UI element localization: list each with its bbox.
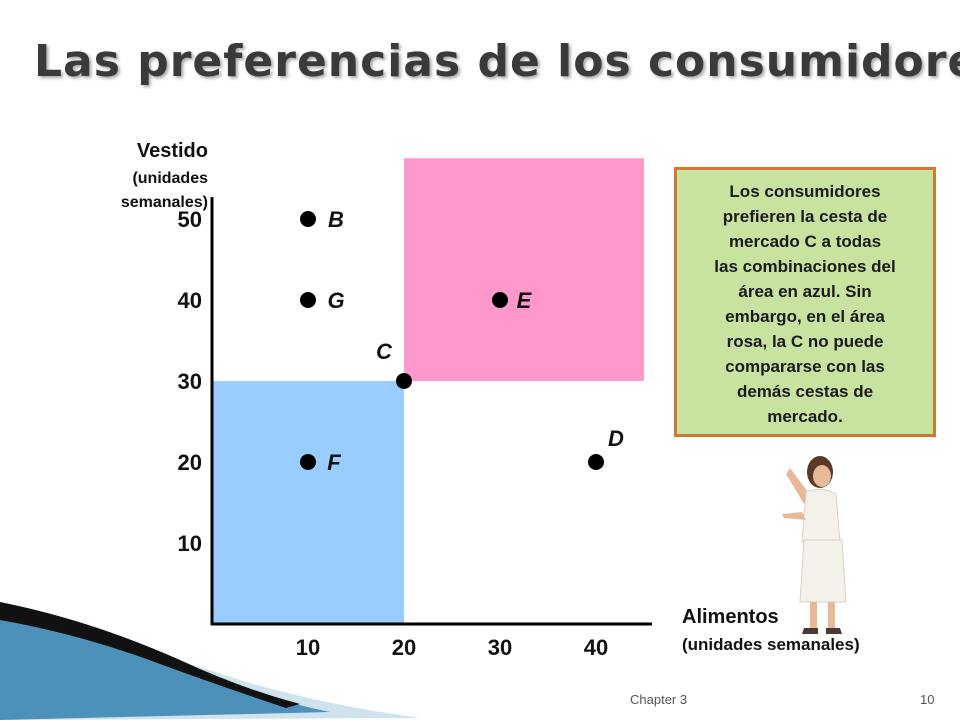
x-tick-label: 10 — [296, 635, 320, 660]
callout-line: mercado. — [767, 407, 843, 426]
y-axis-title: Vestido (unidades semanales) — [68, 140, 208, 215]
x-tick-label: 20 — [392, 635, 416, 660]
region-pink — [404, 158, 644, 381]
callout-line: prefieren la cesta de — [722, 207, 888, 226]
slide-title: Las preferencias de los consumidores — [34, 36, 960, 87]
region-blue — [212, 381, 404, 624]
point-G — [300, 292, 316, 308]
point-C — [396, 373, 412, 389]
point-label-D: D — [608, 426, 624, 451]
chart-ticks: 10 20 30 40 50 10 20 30 40 — [178, 207, 609, 660]
callout-line: las combinaciones del — [714, 257, 896, 276]
point-label-B: B — [328, 207, 344, 232]
point-D — [588, 454, 604, 470]
x-axis-label: Alimentos — [682, 606, 779, 628]
callout-line: embargo, en el área — [725, 307, 885, 326]
y-tick-label: 50 — [178, 207, 202, 232]
x-axis-unit: (unidades semanales) — [682, 635, 860, 654]
x-tick-label: 40 — [584, 635, 608, 660]
chart-points: B G E C F D — [300, 207, 624, 475]
point-label-E: E — [517, 288, 533, 313]
point-B — [300, 211, 316, 227]
x-axis-title: Alimentos (unidades semanales) — [682, 606, 860, 655]
callout-line: área en azul. Sin — [738, 282, 872, 301]
callout-line: demás cestas de — [736, 382, 874, 401]
point-E — [492, 292, 508, 308]
decorative-swoosh — [0, 602, 420, 720]
chart-regions — [212, 158, 644, 624]
y-axis-label: Vestido — [136, 140, 208, 162]
callout-line: rosa, la C no puede — [726, 332, 884, 351]
footer-chapter: Chapter 3 — [630, 692, 688, 707]
point-label-F: F — [327, 450, 341, 475]
y-tick-label: 10 — [178, 531, 202, 556]
chart-axes — [210, 197, 652, 626]
point-label-C: C — [376, 339, 393, 364]
y-tick-label: 40 — [178, 288, 202, 313]
callout-line: mercado C a todas — [728, 232, 882, 251]
presenter-figure — [782, 456, 847, 634]
y-axis-unit: (unidades semanales) — [120, 170, 208, 211]
x-tick-label: 30 — [488, 635, 512, 660]
y-tick-label: 20 — [178, 450, 202, 475]
callout-line: compararse con las — [725, 357, 885, 376]
callout-line: Los consumidores — [729, 182, 881, 201]
point-F — [300, 454, 316, 470]
explanation-callout: Los consumidores prefieren la cesta de m… — [674, 167, 936, 437]
footer-page-number: 10 — [920, 692, 935, 707]
point-label-G: G — [327, 288, 344, 313]
y-tick-label: 30 — [178, 369, 202, 394]
